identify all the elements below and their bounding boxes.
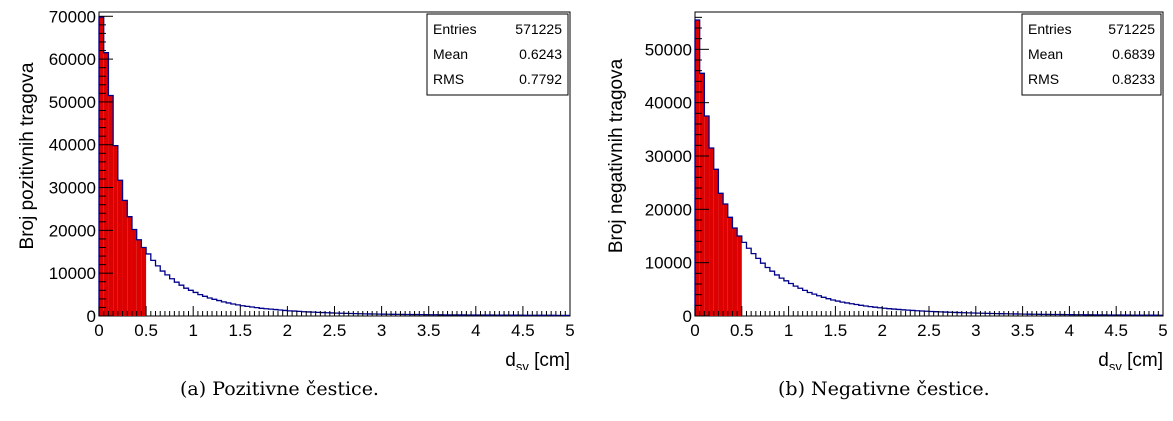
histogram-bin-filled [113, 145, 118, 316]
caption-negative: (b) Negativne čestice. [778, 378, 990, 400]
x-tick-label: 5 [565, 321, 574, 340]
histogram-bin-filled [108, 95, 114, 317]
x-tick-label: 0.5 [730, 321, 754, 340]
stats-value: 0.7792 [519, 71, 562, 87]
x-tick-label: 2 [877, 321, 886, 340]
x-axis-label-main: d [1098, 350, 1109, 370]
stats-box [426, 13, 569, 96]
histogram-figure: 0 0.5 1 1.5 2 2.5 3 3.5 4 4.5 50100002000030000400… [17, 7, 1168, 370]
stats-label: Entries [433, 21, 477, 37]
x-tick-label: 1 [784, 321, 793, 340]
x-tick-label: 3.5 [417, 321, 441, 340]
y-tick-label: 30000 [49, 179, 96, 198]
histogram-bin-filled [713, 169, 719, 316]
stats-label: Mean [1028, 46, 1063, 62]
y-tick-label: 20000 [645, 200, 692, 219]
histogram-bin-filled [695, 20, 700, 316]
y-tick-label: 10000 [49, 264, 96, 283]
histogram-bin-filled [127, 216, 132, 316]
x-tick-label: 4 [471, 321, 480, 340]
y-tick-label: 0 [87, 307, 96, 326]
histogram-bin-filled [732, 228, 738, 316]
histogram-bin-filled [141, 247, 147, 316]
histogram-negative-tracks: 0 0.5 1 1.5 2 2.5 3 3.5 4 4.5 5 0 10000 20000 30000 400… [606, 11, 1168, 370]
y-tick-label: 60000 [49, 50, 96, 69]
y-axis-label: Broj negativnih tragova [606, 58, 627, 253]
histogram-bin-filled [99, 17, 104, 316]
x-tick-label: 0 [690, 321, 699, 340]
y-tick-label: 20000 [49, 221, 96, 240]
histogram-bin-filled [704, 116, 710, 316]
histogram-bin-filled [709, 148, 714, 316]
x-axis-label-unit: [cm] [1122, 350, 1163, 370]
x-axis-label-subscript: sv [1109, 359, 1123, 370]
x-axis-label-subscript: sv [516, 359, 530, 370]
histogram-bin-filled [737, 236, 742, 316]
y-tick-label: 30000 [645, 147, 692, 166]
histogram-bin-filled [117, 180, 123, 316]
x-tick-label: 2.5 [917, 321, 941, 340]
stats-label: RMS [433, 71, 464, 87]
x-tick-label: 0 [94, 321, 103, 340]
y-tick-label: 10000 [645, 254, 692, 273]
x-axis-label: dsv [cm] [505, 350, 570, 370]
y-tick-label: 0 [683, 307, 692, 326]
caption-positive: (a) Pozitivne čestice. [180, 378, 379, 400]
stats-value: 0.6839 [1112, 46, 1155, 62]
stats-label: Mean [433, 46, 468, 62]
x-tick-label: 0.5 [134, 321, 158, 340]
x-tick-label: 1 [188, 321, 197, 340]
histogram-bin-filled [723, 204, 728, 316]
x-axis-label: dsv [cm] [1098, 350, 1163, 370]
x-tick-label: 4 [1065, 321, 1074, 340]
stats-label: Entries [1028, 21, 1072, 37]
histogram-bin-filled [136, 239, 142, 316]
x-tick-label: 3 [377, 321, 386, 340]
x-tick-label: 2.5 [323, 321, 347, 340]
histogram-bin-filled [699, 73, 705, 316]
histogram-bin-filled [718, 193, 724, 316]
y-tick-label: 70000 [49, 7, 96, 26]
x-axis-label-main: d [505, 350, 516, 370]
x-tick-label: 4.5 [511, 321, 535, 340]
x-tick-label: 4.5 [1104, 321, 1128, 340]
x-tick-label: 3 [971, 321, 980, 340]
y-tick-label: 40000 [645, 94, 692, 113]
histogram-bin-filled [131, 229, 137, 316]
histogram-bin-filled [727, 217, 733, 316]
stats-box [1021, 13, 1162, 96]
y-axis-label: Broj pozitivnih tragova [17, 62, 38, 249]
stats-value: 571225 [1108, 21, 1155, 37]
x-tick-label: 1.5 [824, 321, 848, 340]
x-tick-label: 2 [283, 321, 292, 340]
stats-value: 0.8233 [1112, 71, 1155, 87]
stats-value: 571225 [515, 21, 562, 37]
x-axis-label-unit: [cm] [529, 350, 570, 370]
x-tick-label: 5 [1158, 321, 1167, 340]
stats-value: 0.6243 [519, 46, 562, 62]
y-tick-label: 50000 [645, 40, 692, 59]
histogram-bin-filled [103, 52, 109, 316]
y-tick-label: 40000 [49, 136, 96, 155]
histogram-positive-tracks: 0 0.5 1 1.5 2 2.5 3 3.5 4 4.5 5 0 10000 20000 30000 400… [17, 7, 575, 370]
histogram-bin-filled [122, 200, 128, 316]
x-tick-label: 1.5 [228, 321, 252, 340]
x-tick-label: 3.5 [1011, 321, 1035, 340]
y-tick-label: 50000 [49, 93, 96, 112]
stats-label: RMS [1028, 71, 1059, 87]
